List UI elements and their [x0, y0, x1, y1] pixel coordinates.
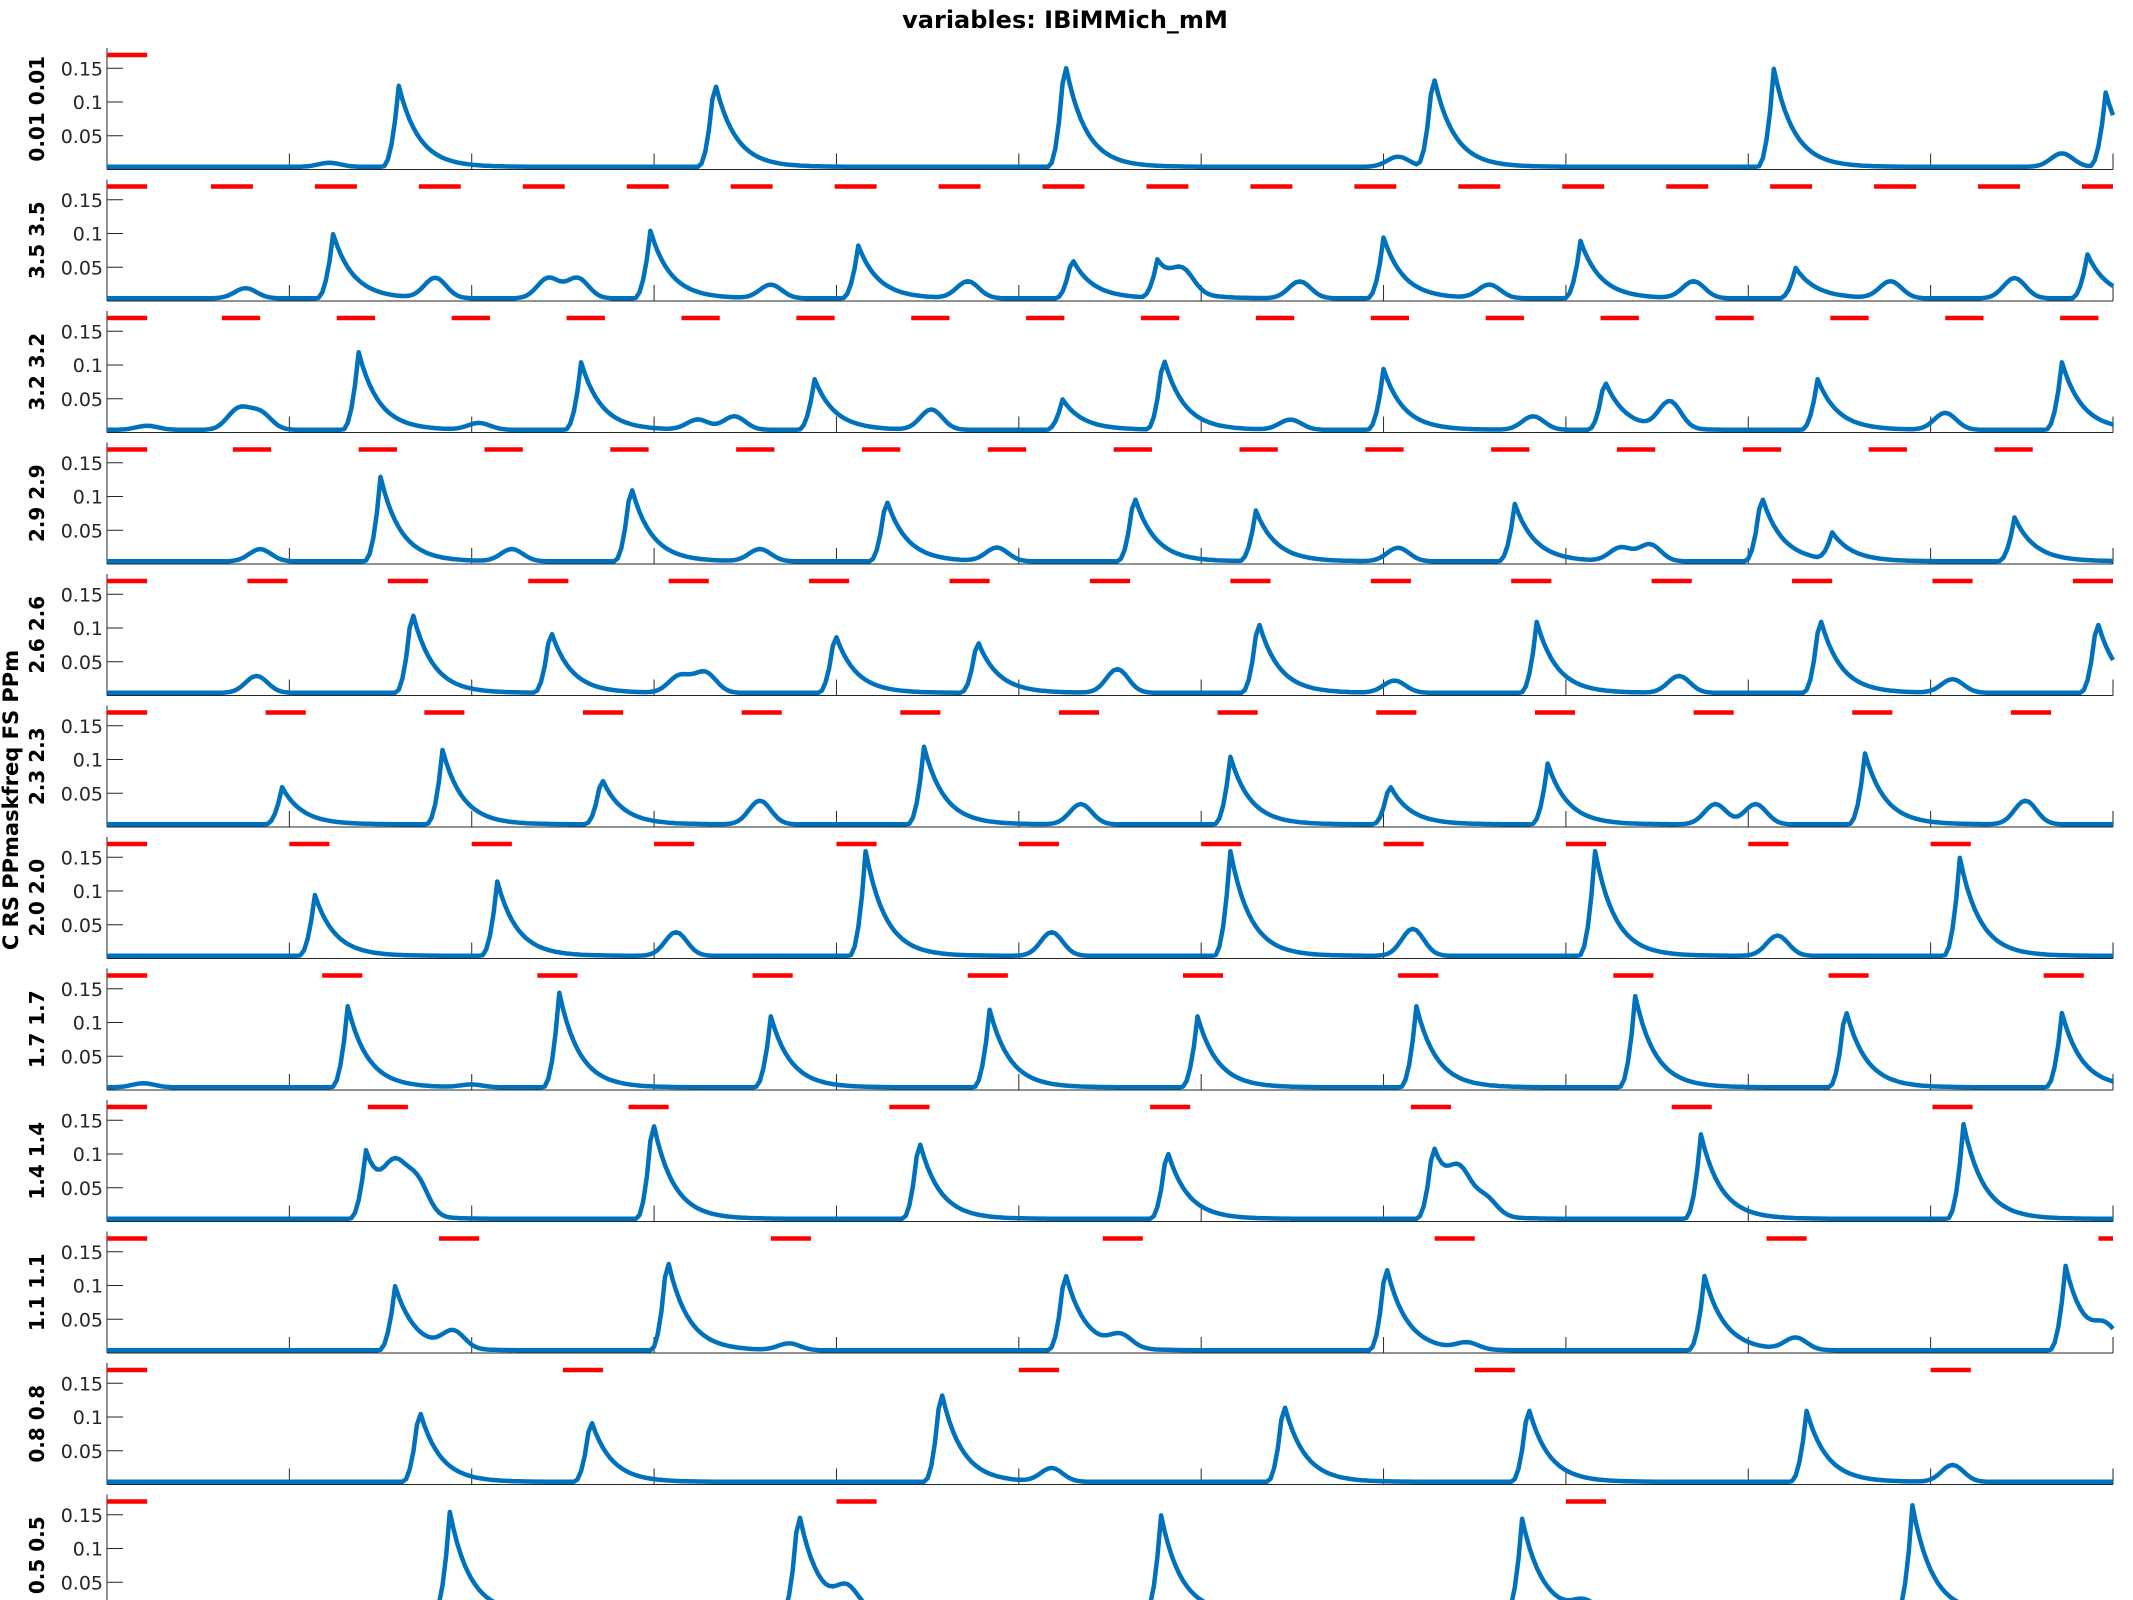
y-tick-label: 0.15 [61, 847, 103, 869]
panel-12: 0.05 0.1 0.15 0.5 0.5 [25, 1494, 1959, 1600]
panel-7: 0.05 0.1 0.15 2.0 2.0 [25, 837, 2114, 959]
series-line [107, 228, 2115, 301]
series-line [107, 349, 2114, 433]
y-tick-label: 0.05 [61, 257, 103, 279]
y-tick-label: 0.15 [61, 1373, 103, 1395]
y-tick-label: 0.1 [73, 1539, 103, 1561]
panel-label: 2.3 2.3 [25, 727, 49, 805]
y-tick-label: 0.1 [73, 1276, 103, 1298]
y-tick-label: 0.1 [73, 881, 103, 903]
y-tick-label: 0.05 [61, 783, 103, 805]
series-line [107, 65, 2116, 170]
y-tick-label: 0.05 [61, 1441, 103, 1463]
panel-label: 1.4 1.4 [25, 1122, 49, 1200]
series-line [437, 1503, 1959, 1600]
y-tick-label: 0.05 [61, 520, 103, 542]
series-line [107, 613, 2115, 696]
y-tick-label: 0.05 [61, 652, 103, 674]
panels-group: 0.050.10.150.01 0.010.050.10.153.5 3.50.… [25, 48, 2116, 1600]
panel-3: 0.05 0.1 0.15 3.2 3.2 [25, 311, 2114, 433]
panel-label: 2.9 2.9 [25, 464, 49, 542]
y-tick-label: 0.15 [61, 979, 103, 1001]
y-tick-label: 0.05 [61, 1572, 103, 1594]
series-line [107, 1393, 2113, 1485]
y-tick-label: 0.15 [61, 1110, 103, 1132]
panel-label: 0.01 0.01 [25, 56, 49, 162]
panel-label: 0.5 0.5 [25, 1516, 49, 1594]
panel-label: 0.8 0.8 [25, 1385, 49, 1463]
series-line [107, 990, 2114, 1090]
y-tick-label: 0.05 [61, 1178, 103, 1200]
series-line [107, 1261, 2115, 1353]
y-tick-label: 0.05 [61, 1309, 103, 1331]
y-tick-label: 0.15 [61, 321, 103, 343]
panel-1: 0.05 0.1 0.15 0.01 0.01 [25, 48, 2116, 170]
y-tick-label: 0.1 [73, 618, 103, 640]
panel-label: 2.0 2.0 [25, 859, 49, 937]
panel-8: 0.05 0.1 0.15 1.7 1.7 [25, 968, 2114, 1091]
panel-label: 3.2 3.2 [25, 333, 49, 411]
y-tick-label: 0.15 [61, 453, 103, 475]
panel-2: 0.05 0.1 0.15 3.5 3.5 [25, 179, 2115, 302]
y-tick-label: 0.1 [73, 750, 103, 772]
panel-label: 3.5 3.5 [25, 201, 49, 279]
panel-label: 1.7 1.7 [25, 990, 49, 1068]
series-line [107, 1122, 2113, 1222]
panel-4: 0.05 0.1 0.15 2.9 2.9 [25, 442, 2114, 565]
chart-title: variables: IBiMMich_mM [902, 6, 1228, 34]
panel-5: 0.05 0.1 0.15 2.6 2.6 [25, 574, 2115, 696]
series-line [107, 744, 2113, 827]
y-tick-label: 0.1 [73, 1013, 103, 1035]
y-axis-label: C RS PPmaskfreq FS PPm [0, 650, 23, 950]
panel-10: 0.05 0.1 0.15 1.1 1.1 [25, 1231, 2115, 1354]
y-tick-label: 0.05 [61, 1046, 103, 1068]
y-tick-label: 0.05 [61, 915, 103, 937]
series-line [107, 848, 2114, 959]
y-tick-label: 0.15 [61, 716, 103, 738]
y-tick-label: 0.15 [61, 1505, 103, 1527]
panel-9: 0.05 0.1 0.15 1.4 1.4 [25, 1100, 2114, 1222]
y-tick-label: 0.15 [61, 190, 103, 212]
panel-label: 1.1 1.1 [25, 1253, 49, 1331]
y-tick-label: 0.1 [73, 92, 103, 114]
panel-11: 0.05 0.1 0.15 0.8 0.8 [25, 1363, 2114, 1485]
y-tick-label: 0.1 [73, 1407, 103, 1429]
y-tick-label: 0.05 [61, 126, 103, 148]
panel-label: 2.6 2.6 [25, 596, 49, 674]
series-line [107, 474, 2114, 564]
y-tick-label: 0.15 [61, 1242, 103, 1264]
y-tick-label: 0.1 [73, 224, 103, 246]
y-tick-label: 0.15 [61, 584, 103, 606]
y-tick-label: 0.1 [73, 355, 103, 377]
y-tick-label: 0.1 [73, 1144, 103, 1166]
y-tick-label: 0.1 [73, 487, 103, 509]
panel-6: 0.05 0.1 0.15 2.3 2.3 [25, 705, 2114, 828]
y-tick-label: 0.15 [61, 58, 103, 80]
y-tick-label: 0.05 [61, 389, 103, 411]
